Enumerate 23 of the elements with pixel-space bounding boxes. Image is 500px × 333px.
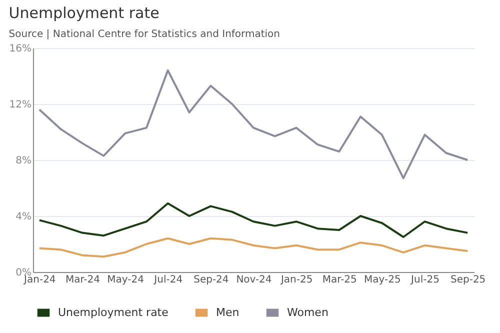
x-tick-label: Sep-25 bbox=[450, 274, 486, 286]
x-tick-label: Nov-24 bbox=[236, 274, 272, 286]
legend-label: Men bbox=[216, 306, 240, 319]
x-tick-label: May-25 bbox=[364, 274, 401, 286]
x-tick-label: Mar-24 bbox=[65, 274, 100, 286]
x-tick-label: Mar-25 bbox=[322, 274, 357, 286]
line-series bbox=[38, 202, 469, 238]
y-tick-label: 8% bbox=[16, 156, 32, 166]
x-tick-label: Jul-24 bbox=[153, 274, 183, 286]
legend-label: Unemployment rate bbox=[58, 306, 169, 319]
x-tick-label: Jan-25 bbox=[280, 274, 313, 286]
x-tick-label: May-24 bbox=[107, 274, 144, 286]
legend-label: Women bbox=[287, 306, 328, 319]
line-series bbox=[38, 69, 469, 180]
y-tick-label: 12% bbox=[9, 100, 32, 110]
x-tick-label: Sep-24 bbox=[194, 274, 229, 286]
x-tick-label: Jan-24 bbox=[23, 274, 56, 286]
x-tick-label: Jul-25 bbox=[410, 274, 440, 286]
chart-subtitle: Source | National Centre for Statistics and Information bbox=[8, 29, 280, 40]
y-tick-label: 4% bbox=[16, 212, 32, 222]
line-series bbox=[38, 237, 469, 258]
chart-title: Unemployment rate bbox=[8, 4, 160, 22]
y-tick-label: 16% bbox=[9, 44, 32, 54]
